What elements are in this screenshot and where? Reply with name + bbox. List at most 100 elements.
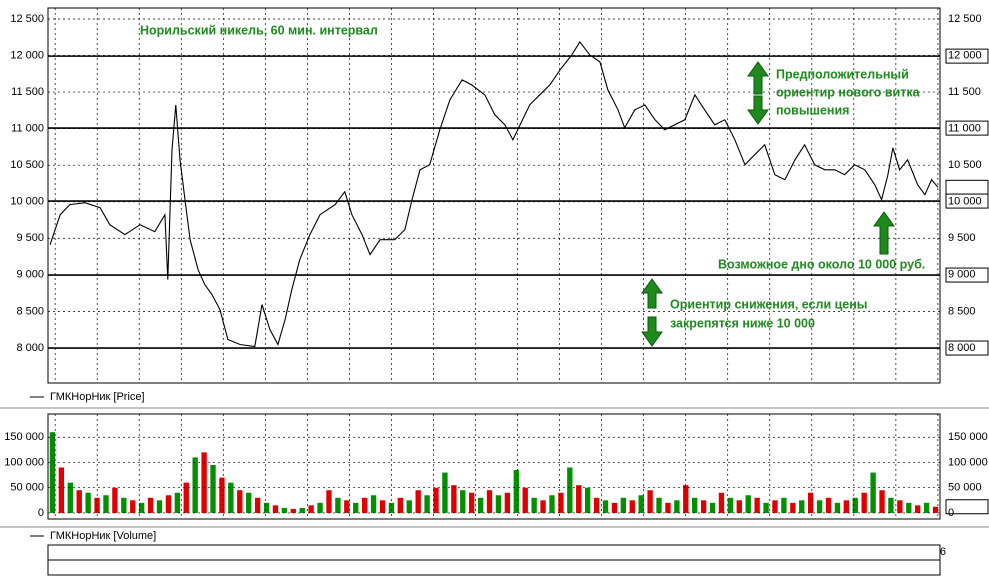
- volume-bar: [308, 505, 314, 513]
- volume-bar: [58, 467, 65, 513]
- volume-bar: [379, 500, 386, 513]
- volume-bar: [852, 497, 858, 513]
- y-tick-label-right: 8 000: [948, 342, 976, 354]
- volume-bar: [549, 495, 555, 513]
- level-label-box: [945, 120, 989, 136]
- volume-bar: [192, 457, 198, 513]
- annotation: ориентир нового витка: [776, 85, 921, 99]
- annotation: Ориентир снижения, если цены: [670, 297, 867, 311]
- volume-bar: [736, 500, 742, 513]
- y-tick-label-right: 12 000: [948, 49, 982, 61]
- y-tick-label: 10 500: [10, 159, 44, 171]
- volume-bar: [272, 505, 279, 513]
- volume-bar: [290, 508, 296, 513]
- level-label-box: [945, 340, 989, 356]
- volume-bar: [620, 497, 627, 513]
- volume-bar: [85, 492, 91, 513]
- volume-panel: [47, 413, 941, 520]
- volume-bar: [763, 502, 769, 513]
- volume-bar: [540, 500, 546, 513]
- y-tick-label: 50 000: [10, 482, 44, 494]
- volume-bar: [674, 500, 680, 513]
- y-tick-label: 9 500: [16, 232, 44, 244]
- volume-bar: [906, 502, 912, 513]
- volume-bar: [165, 495, 172, 513]
- volume-bar: [317, 502, 323, 513]
- volume-bar: [611, 502, 618, 513]
- volume-bar: [790, 502, 796, 513]
- y-tick-label-right: 50 000: [948, 482, 982, 494]
- arrow-down: [641, 316, 663, 347]
- volume-bar: [353, 502, 359, 513]
- volume-bar: [576, 485, 582, 513]
- y-tick-label: 150 000: [4, 431, 44, 443]
- y-tick-label: 12 000: [10, 49, 44, 61]
- volume-bar: [219, 477, 225, 513]
- volume-bar: [629, 500, 635, 513]
- y-tick-label-right: 8 500: [948, 305, 976, 317]
- volume-bar: [772, 500, 778, 513]
- volume-bar: [183, 482, 189, 513]
- volume-bar: [665, 502, 671, 513]
- volume-bar: [344, 500, 350, 513]
- volume-bar: [433, 487, 439, 513]
- volume-bar: [692, 497, 698, 513]
- annotation: Возможное дно около 10 000 руб.: [718, 257, 925, 271]
- volume-bar: [147, 497, 154, 513]
- volume-bar: [130, 500, 136, 513]
- volume-bar: [888, 497, 894, 513]
- arrow-up: [641, 278, 663, 309]
- volume-bar: [460, 490, 466, 513]
- volume-bar: [495, 495, 502, 513]
- volume-bar: [156, 500, 163, 513]
- y-tick-label: 0: [38, 507, 44, 519]
- volume-bar: [531, 497, 537, 513]
- volume-bar: [370, 495, 377, 513]
- volume-bar: [834, 502, 841, 513]
- volume-bar: [879, 490, 885, 513]
- volume-bar: [254, 497, 261, 513]
- volume-bar: [49, 432, 56, 513]
- volume-bar: [709, 502, 716, 513]
- volume-bar: [112, 487, 118, 513]
- volume-bar: [388, 502, 395, 513]
- price-panel: [47, 7, 941, 384]
- volume-bar: [76, 490, 82, 513]
- volume-bar: [228, 482, 234, 513]
- volume-bar: [424, 495, 430, 513]
- volume-bar: [638, 495, 644, 513]
- y-tick-label: 11 000: [11, 123, 44, 135]
- legend-volume: ГМКНорНик [Volume]: [50, 530, 156, 542]
- volume-bar: [442, 472, 448, 513]
- volume-bar: [656, 497, 662, 513]
- volume-bar: [700, 500, 707, 513]
- y-tick-label: 8 000: [16, 342, 44, 354]
- volume-bar: [870, 472, 876, 513]
- y-tick-label-right: 10 000: [948, 196, 982, 208]
- volume-bar: [486, 490, 493, 513]
- volume-bar: [477, 497, 484, 513]
- volume-bar: [469, 492, 475, 513]
- y-tick-label-right: 0: [948, 507, 954, 519]
- volume-bar: [281, 507, 288, 513]
- y-tick-label-right: 11 500: [948, 86, 981, 98]
- arrow-up: [747, 61, 769, 95]
- volume-bar: [263, 502, 270, 513]
- level-label-box: [945, 193, 989, 209]
- volume-bar: [745, 495, 751, 513]
- last-value-box: [945, 179, 989, 195]
- volume-bar: [825, 497, 832, 513]
- volume-bar: [843, 500, 850, 513]
- volume-bar: [602, 500, 609, 513]
- chart-title: Норильский никель, 60 мин. интервал: [140, 23, 378, 37]
- volume-bar: [67, 482, 73, 513]
- volume-bar: [593, 497, 600, 513]
- annotation-arrows: [641, 61, 895, 347]
- volume-bar: [451, 485, 457, 513]
- volume-bar: [754, 497, 760, 513]
- volume-bar: [816, 500, 823, 513]
- volume-bar: [397, 497, 404, 513]
- volume-bar: [237, 490, 243, 513]
